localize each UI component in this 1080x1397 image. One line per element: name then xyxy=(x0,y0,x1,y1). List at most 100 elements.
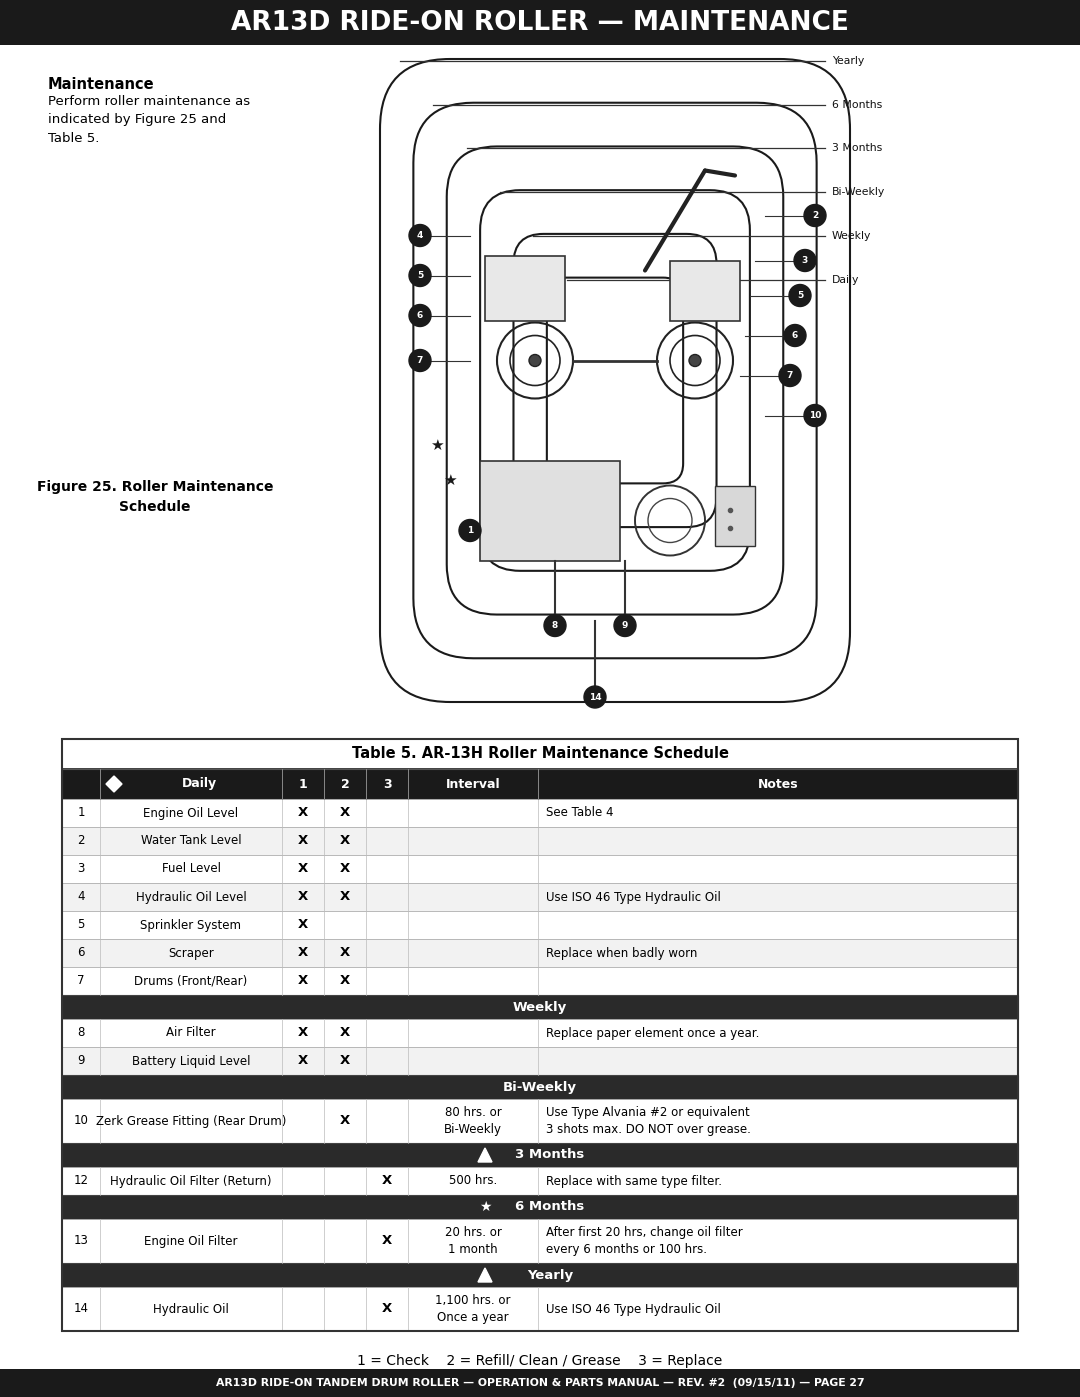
Text: 4: 4 xyxy=(417,231,423,240)
Bar xyxy=(62,1220,1018,1263)
Circle shape xyxy=(409,305,431,327)
Text: Table 5. AR-13H Roller Maintenance Schedule: Table 5. AR-13H Roller Maintenance Sched… xyxy=(351,746,729,761)
Bar xyxy=(670,260,740,320)
Text: Hydraulic Oil Level: Hydraulic Oil Level xyxy=(136,890,246,904)
Circle shape xyxy=(689,355,701,366)
Text: 500 hrs.: 500 hrs. xyxy=(449,1175,497,1187)
Text: X: X xyxy=(340,1115,350,1127)
Bar xyxy=(62,739,1018,1331)
Text: X: X xyxy=(340,862,350,876)
Text: Perform roller maintenance as
indicated by Figure 25 and
Table 5.: Perform roller maintenance as indicated … xyxy=(48,95,251,145)
Text: X: X xyxy=(298,947,308,960)
Text: X: X xyxy=(382,1175,392,1187)
Text: Drums (Front/Rear): Drums (Front/Rear) xyxy=(134,975,247,988)
Text: 5: 5 xyxy=(417,271,423,279)
Text: Figure 25. Roller Maintenance
Schedule: Figure 25. Roller Maintenance Schedule xyxy=(37,479,273,514)
Circle shape xyxy=(794,250,816,271)
Text: X: X xyxy=(340,890,350,904)
Text: 12: 12 xyxy=(73,1175,89,1187)
Bar xyxy=(62,939,1018,967)
Text: See Table 4: See Table 4 xyxy=(546,806,613,820)
Text: Bi-Weekly: Bi-Weekly xyxy=(503,1080,577,1094)
Text: 1 = Check    2 = Refill/ Clean / Grease    3 = Replace: 1 = Check 2 = Refill/ Clean / Grease 3 =… xyxy=(357,1354,723,1368)
Text: 2: 2 xyxy=(340,778,349,791)
Text: 3 Months: 3 Months xyxy=(832,144,882,154)
Text: X: X xyxy=(340,1027,350,1039)
Text: 3: 3 xyxy=(382,778,391,791)
Text: Hydraulic Oil Filter (Return): Hydraulic Oil Filter (Return) xyxy=(110,1175,272,1187)
Text: Daily: Daily xyxy=(832,275,860,285)
Text: Battery Liquid Level: Battery Liquid Level xyxy=(132,1055,251,1067)
Circle shape xyxy=(615,615,636,637)
Circle shape xyxy=(529,355,541,366)
Bar xyxy=(62,1076,1018,1099)
Text: X: X xyxy=(382,1235,392,1248)
Circle shape xyxy=(789,285,811,306)
Circle shape xyxy=(459,520,481,542)
Text: 3 Months: 3 Months xyxy=(515,1148,584,1161)
Text: 3: 3 xyxy=(78,862,84,876)
Text: ★: ★ xyxy=(430,439,444,453)
Text: 4: 4 xyxy=(78,890,84,904)
Text: 7: 7 xyxy=(417,356,423,365)
Text: 14: 14 xyxy=(589,693,602,701)
Bar xyxy=(62,1099,1018,1143)
Text: 7: 7 xyxy=(787,372,793,380)
Bar xyxy=(485,256,565,320)
Text: Notes: Notes xyxy=(758,778,798,791)
Text: Engine Oil Level: Engine Oil Level xyxy=(144,806,239,820)
Text: 6 Months: 6 Months xyxy=(515,1200,584,1214)
Text: Zerk Grease Fitting (Rear Drum): Zerk Grease Fitting (Rear Drum) xyxy=(96,1115,286,1127)
Text: X: X xyxy=(340,1055,350,1067)
Text: Use Type Alvania #2 or equivalent
3 shots max. DO NOT over grease.: Use Type Alvania #2 or equivalent 3 shot… xyxy=(546,1106,751,1136)
Text: Weekly: Weekly xyxy=(832,231,872,240)
Bar xyxy=(715,486,755,545)
Text: Interval: Interval xyxy=(446,778,500,791)
Text: 20 hrs. or
1 month: 20 hrs. or 1 month xyxy=(445,1225,501,1256)
Text: 9: 9 xyxy=(622,622,629,630)
Circle shape xyxy=(409,264,431,286)
Circle shape xyxy=(409,349,431,372)
Bar xyxy=(62,1263,1018,1287)
Bar xyxy=(62,911,1018,939)
Circle shape xyxy=(409,225,431,246)
Text: ★: ★ xyxy=(478,1200,491,1214)
Text: X: X xyxy=(340,975,350,988)
Polygon shape xyxy=(106,775,122,792)
Bar xyxy=(62,1194,1018,1220)
Text: Yearly: Yearly xyxy=(832,56,864,66)
Text: 1: 1 xyxy=(299,778,308,791)
Text: X: X xyxy=(298,890,308,904)
Bar xyxy=(62,1166,1018,1194)
Text: Bi-Weekly: Bi-Weekly xyxy=(832,187,886,197)
Bar xyxy=(62,1046,1018,1076)
Text: 10: 10 xyxy=(809,411,821,420)
Bar xyxy=(62,1287,1018,1331)
Text: X: X xyxy=(298,975,308,988)
Text: 1: 1 xyxy=(467,527,473,535)
Text: X: X xyxy=(298,918,308,932)
Text: 8: 8 xyxy=(552,622,558,630)
Text: Engine Oil Filter: Engine Oil Filter xyxy=(145,1235,238,1248)
Polygon shape xyxy=(478,1148,492,1162)
Circle shape xyxy=(544,615,566,637)
Text: Maintenance: Maintenance xyxy=(48,77,154,92)
Text: 2: 2 xyxy=(78,834,84,848)
Text: X: X xyxy=(298,806,308,820)
Text: 9: 9 xyxy=(78,1055,84,1067)
Bar xyxy=(0,0,1080,45)
Text: Yearly: Yearly xyxy=(527,1268,573,1281)
Text: 6: 6 xyxy=(417,312,423,320)
Bar xyxy=(62,995,1018,1018)
Text: ★: ★ xyxy=(443,474,457,488)
Bar xyxy=(62,1018,1018,1046)
Text: X: X xyxy=(340,947,350,960)
Text: Replace with same type filter.: Replace with same type filter. xyxy=(546,1175,723,1187)
Polygon shape xyxy=(478,1268,492,1282)
Bar xyxy=(62,827,1018,855)
Text: Replace paper element once a year.: Replace paper element once a year. xyxy=(546,1027,759,1039)
Text: Hydraulic Oil: Hydraulic Oil xyxy=(153,1302,229,1316)
Text: X: X xyxy=(298,834,308,848)
Bar xyxy=(480,461,620,560)
Circle shape xyxy=(784,324,806,346)
